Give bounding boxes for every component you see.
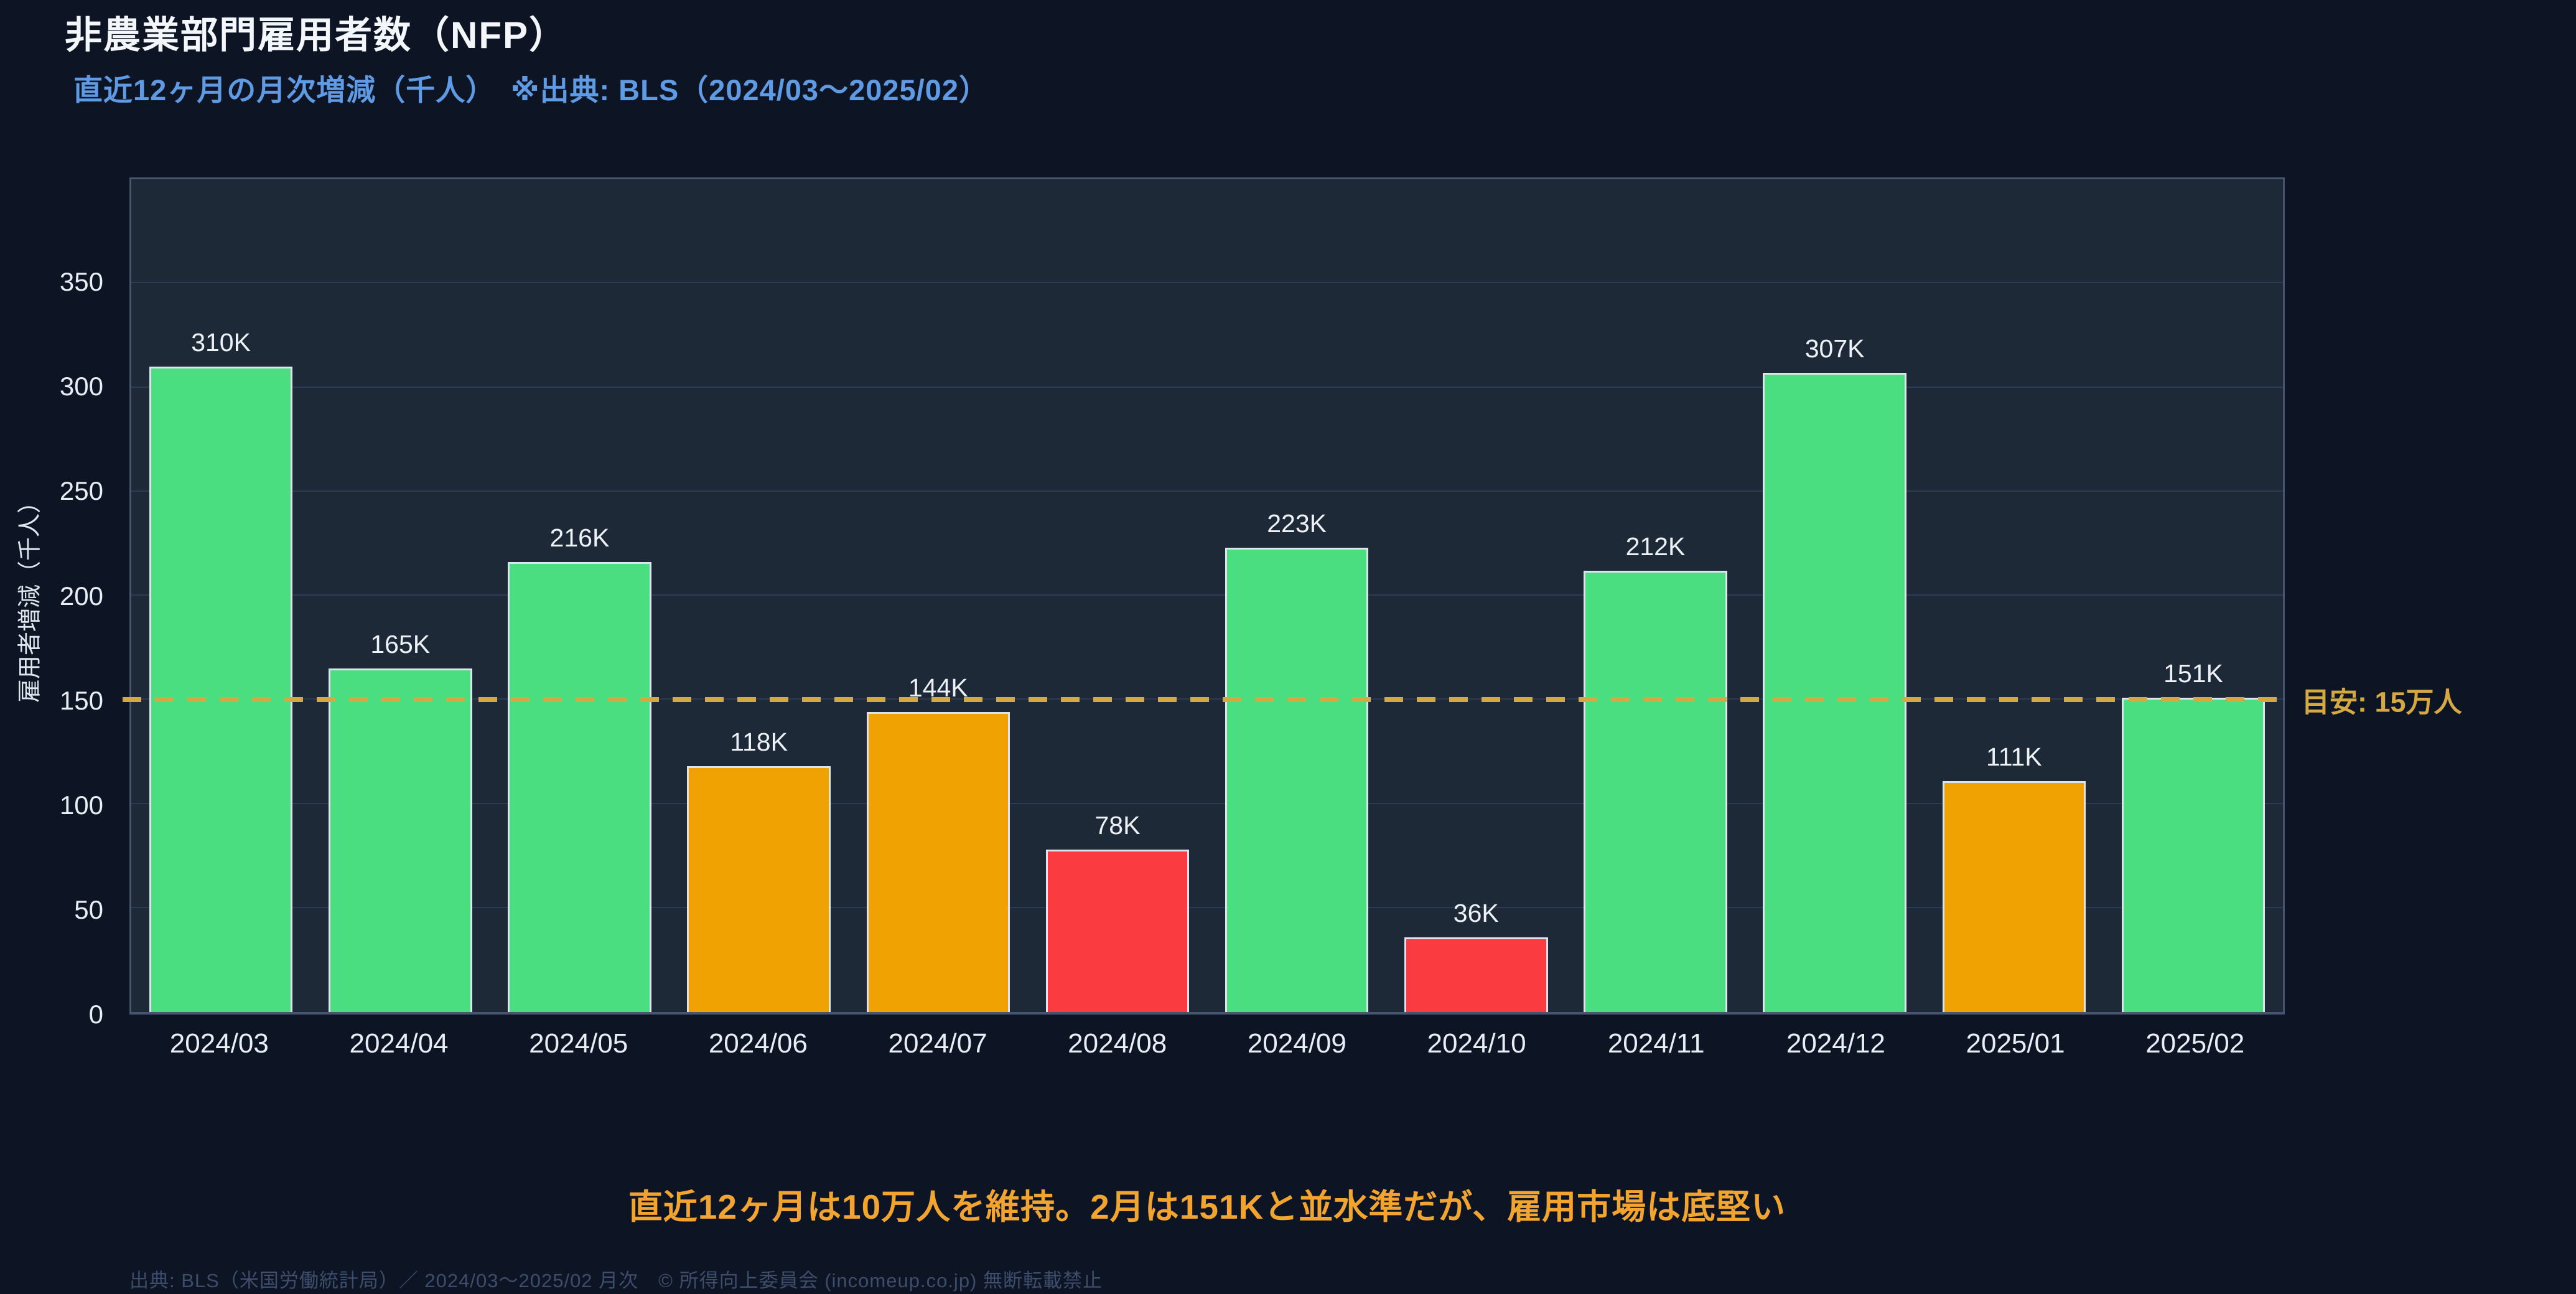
- bar-value-label-2024/03: 310K: [191, 328, 251, 357]
- bar-2024/04: 165K: [328, 630, 472, 1012]
- bar-value-label-2025/01: 111K: [1986, 742, 2042, 771]
- bar-series: 310K 165K 216K 118K 144K 78K 223K 36K 212K 307K 11…: [131, 179, 2283, 1012]
- bar-2024/07: 144K: [866, 673, 1010, 1012]
- bar-value-label-2024/05: 216K: [549, 523, 610, 553]
- bar-slot-2024/11: 212K: [1566, 179, 1745, 1012]
- bar-value-label-2025/02: 151K: [2163, 659, 2223, 688]
- bar-2024/08: 78K: [1045, 811, 1190, 1012]
- bar-slot-2024/12: 307K: [1745, 179, 1925, 1012]
- y-axis-ticks: 0 50 100 150 200 250 300 350: [0, 177, 116, 1029]
- y-tick-label-0: 0: [88, 1000, 103, 1029]
- x-tick-label-2025/01: 2025/01: [1966, 1028, 2065, 1059]
- bar-2025/01: 111K: [1942, 743, 2086, 1012]
- gridline-350: [131, 282, 2283, 284]
- y-tick-label-250: 250: [59, 476, 103, 506]
- y-tick-label-100: 100: [59, 790, 103, 820]
- x-axis-ticks: 2024/03 2024/04 2024/05 2024/06 2024/07 2024/…: [129, 1028, 2285, 1059]
- bar-slot-2025/01: 111K: [1925, 179, 2104, 1012]
- bar-2024/05: 216K: [508, 523, 651, 1012]
- x-tick-label-2025/02: 2025/02: [2145, 1028, 2245, 1059]
- x-tick-label-2024/09: 2024/09: [1247, 1028, 1346, 1059]
- x-tick-label-2024/12: 2024/12: [1786, 1028, 1885, 1059]
- bar-value-label-2024/12: 307K: [1804, 334, 1865, 363]
- y-tick-label-200: 200: [59, 581, 103, 611]
- bar-2024/10: 36K: [1404, 899, 1548, 1012]
- y-tick-label-150: 150: [59, 685, 103, 715]
- bar-slot-2024/08: 78K: [1028, 179, 1207, 1012]
- bar-2024/12: 307K: [1763, 334, 1906, 1012]
- bar-2024/03: 310K: [149, 328, 293, 1012]
- bar-2024/09: 223K: [1225, 509, 1369, 1012]
- gridline-50: [131, 906, 2283, 908]
- gridline-250: [131, 490, 2283, 492]
- copyright-footer: 出典: BLS（米国労働統計局）／ 2024/03〜2025/02 月次 © 所…: [129, 1270, 1103, 1292]
- gridline-200: [131, 594, 2283, 596]
- x-tick-label-2024/03: 2024/03: [169, 1028, 269, 1059]
- x-tick-label-2024/10: 2024/10: [1427, 1028, 1526, 1059]
- x-tick-label-2024/07: 2024/07: [888, 1028, 987, 1059]
- bar-slot-2024/09: 223K: [1207, 179, 1386, 1012]
- bar-2025/02: 151K: [2121, 659, 2266, 1012]
- bar-slot-2024/07: 144K: [849, 179, 1028, 1012]
- bar-slot-2024/04: 165K: [310, 179, 490, 1012]
- insight-message: 直近12ヶ月は10万人を維持。2月は151Kと並水準だが、雇用市場は底堅い: [628, 1188, 1786, 1226]
- gridline-300: [131, 386, 2283, 388]
- bar-value-label-2024/09: 223K: [1267, 509, 1327, 538]
- bar-slot-2024/05: 216K: [490, 179, 669, 1012]
- chart-title: 非農業部門雇用者数（NFP）: [65, 14, 567, 56]
- bar-slot-2024/06: 118K: [670, 179, 849, 1012]
- gridline-100: [131, 802, 2283, 804]
- guideline-label: 目安: 15万人: [2302, 686, 2462, 718]
- x-tick-label-2024/11: 2024/11: [1607, 1028, 1705, 1059]
- plot-area: 310K 165K 216K 118K 144K 78K 223K 36K 212K 307K 11…: [123, 177, 2462, 1015]
- bar-value-label-2024/06: 118K: [730, 728, 788, 757]
- x-tick-label-2024/05: 2024/05: [529, 1028, 628, 1059]
- bar-value-label-2024/11: 212K: [1625, 532, 1686, 561]
- y-tick-label-350: 350: [59, 267, 103, 297]
- guideline: 目安: 15万人: [123, 687, 2462, 718]
- chart-subtitle: 直近12ヶ月の月次増減（千人） ※出典: BLS（2024/03〜2025/02…: [73, 73, 989, 106]
- bar-slot-2025/02: 151K: [2104, 179, 2283, 1012]
- bar-value-label-2024/10: 36K: [1453, 898, 1499, 927]
- bar-2024/06: 118K: [687, 728, 831, 1012]
- x-tick-label-2024/06: 2024/06: [708, 1028, 808, 1059]
- bar-value-label-2024/04: 165K: [370, 630, 431, 659]
- x-tick-label-2024/04: 2024/04: [349, 1028, 449, 1059]
- y-tick-label-50: 50: [74, 894, 103, 924]
- bar-value-label-2024/08: 78K: [1094, 811, 1141, 840]
- bar-slot-2024/03: 310K: [131, 179, 310, 1012]
- y-tick-label-300: 300: [59, 372, 103, 401]
- bar-slot-2024/10: 36K: [1386, 179, 1566, 1012]
- x-tick-label-2024/08: 2024/08: [1068, 1028, 1167, 1059]
- bar-2024/11: 212K: [1584, 532, 1727, 1012]
